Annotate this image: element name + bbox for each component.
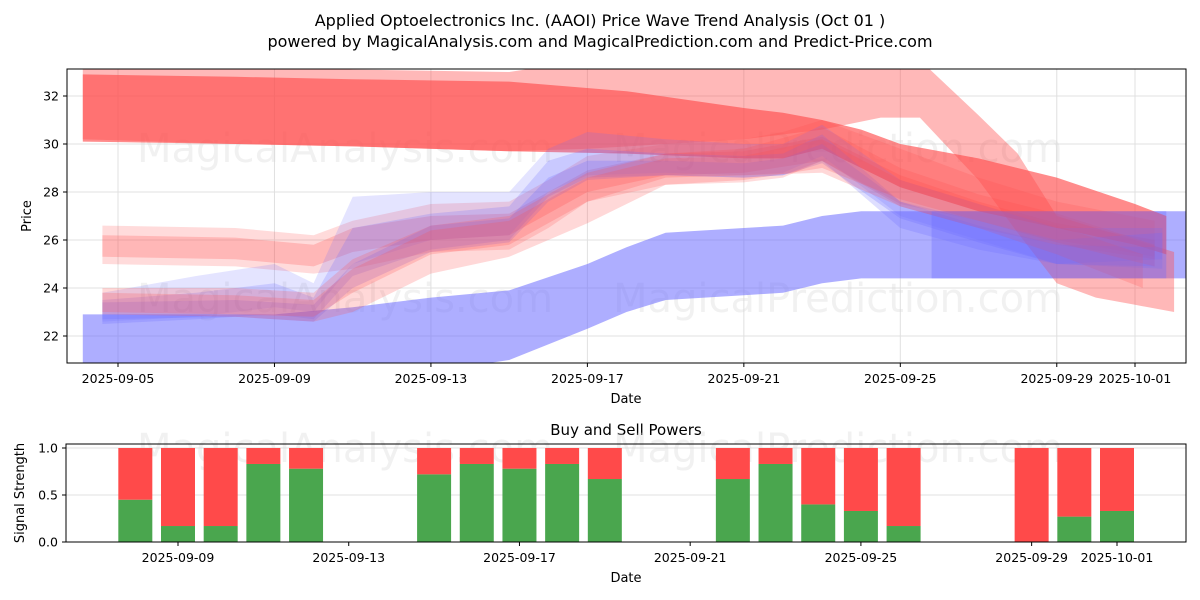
- sell-bar: [801, 448, 836, 505]
- price-x-tick-label: 2025-09-17: [551, 371, 624, 386]
- chart-subtitle: powered by MagicalAnalysis.com and Magic…: [267, 32, 932, 51]
- buy-sell-x-tick-label: 2025-09-13: [312, 550, 385, 565]
- sell-bar: [545, 448, 580, 464]
- price-x-tick-label: 2025-10-01: [1099, 371, 1172, 386]
- red-mid-band-2: [102, 139, 1143, 317]
- pink-upper-mid-band: [102, 120, 1155, 274]
- buy-sell-watermarks: MagicalAnalysis.com MagicalPrediction.co…: [137, 426, 1063, 472]
- red-top-band: [82, 74, 1167, 255]
- sell-bar: [1057, 448, 1092, 517]
- sell-bar: [118, 448, 153, 500]
- buy-sell-x-tick-label: 2025-09-29: [995, 550, 1068, 565]
- buy-sell-x-label: Date: [610, 571, 641, 586]
- buy-sell-x-ticks: 2025-09-09 2025-09-13 2025-09-17 2025-09-21…: [142, 542, 1154, 565]
- price-x-ticks: 2025-09-05 2025-09-09 2025-09-13 2025-09-17…: [82, 363, 1172, 386]
- buy-sell-chart: Buy and Sell Powers MagicalAnalysis.com …: [13, 421, 1187, 586]
- buy-sell-axes-frame: [65, 443, 1187, 543]
- buy-sell-y-ticks: 0.0 0.5 1.0: [38, 441, 66, 550]
- buy-sell-title: Buy and Sell Powers: [550, 421, 702, 439]
- sell-bar: [843, 448, 878, 511]
- price-x-tick-label: 2025-09-29: [1020, 371, 1093, 386]
- sell-bar: [417, 448, 452, 475]
- buy-sell-x-tick-label: 2025-09-17: [483, 550, 556, 565]
- buy-bar: [1057, 516, 1092, 542]
- sell-bar: [758, 448, 793, 464]
- price-wave-chart: MagicalAnalysis.com MagicalPrediction.co…: [20, 68, 1187, 407]
- buy-sell-x-tick-label: 2025-09-21: [654, 550, 727, 565]
- sell-bar: [1100, 448, 1134, 511]
- sell-bar: [587, 448, 622, 480]
- price-y-tick-label: 28: [43, 185, 59, 200]
- price-y-tick-label: 32: [43, 89, 59, 104]
- buy-bar: [1100, 510, 1134, 542]
- blue-end-box: [931, 211, 1167, 279]
- buy-sell-x-tick-label: 2025-10-01: [1081, 550, 1154, 565]
- buy-bar: [203, 526, 238, 542]
- buy-bar: [886, 526, 921, 542]
- price-y-tick-label: 30: [43, 137, 59, 152]
- buy-bar: [715, 479, 750, 542]
- price-y-tick-label: 22: [43, 329, 59, 344]
- sell-bar: [1014, 448, 1049, 542]
- buy-sell-y-tick-label: 0.0: [38, 535, 58, 550]
- buy-bar: [118, 499, 153, 542]
- sell-bar: [715, 448, 750, 480]
- blue-base-band: [82, 211, 1186, 363]
- buy-bar: [459, 463, 494, 542]
- blue-mid-band-1: [102, 124, 1163, 322]
- sell-bar: [203, 448, 238, 527]
- price-x-tick-label: 2025-09-25: [864, 371, 937, 386]
- buy-bar: [801, 504, 836, 542]
- price-y-ticks: 22 24 26 28 30 32: [43, 89, 67, 344]
- buy-bar: [502, 468, 537, 542]
- price-bands: [82, 69, 1186, 363]
- buy-sell-x-tick-label: 2025-09-09: [142, 550, 215, 565]
- buy-bar: [758, 463, 793, 542]
- buy-sell-y-label: Signal Strength: [13, 443, 28, 543]
- price-axes-frame: [66, 68, 1187, 364]
- price-y-tick-label: 24: [43, 281, 59, 296]
- sell-bar: [886, 448, 921, 527]
- price-y-tick-label: 26: [43, 233, 59, 248]
- buy-sell-y-tick-label: 1.0: [38, 441, 58, 456]
- sell-bar: [459, 448, 494, 464]
- sell-bar: [289, 448, 324, 469]
- blue-mid-band-2: [102, 134, 1163, 324]
- buy-sell-bars: [118, 448, 1134, 542]
- price-x-label: Date: [610, 392, 641, 407]
- buy-bar: [289, 468, 324, 542]
- red-wide-band: [82, 69, 1175, 312]
- sell-bar: [161, 448, 195, 527]
- price-y-label: Price: [20, 200, 35, 232]
- buy-bar: [246, 463, 281, 542]
- sell-bar: [502, 448, 537, 469]
- price-x-tick-label: 2025-09-05: [82, 371, 155, 386]
- buy-bar: [417, 474, 452, 542]
- chart-title: Applied Optoelectronics Inc. (AAOI) Pric…: [315, 11, 886, 30]
- buy-sell-y-tick-label: 0.5: [38, 488, 58, 503]
- red-mid-band-1: [102, 127, 1155, 322]
- buy-sell-x-tick-label: 2025-09-25: [825, 550, 898, 565]
- pink-upper-mid-band-2: [102, 136, 1155, 267]
- price-x-tick-label: 2025-09-09: [238, 371, 311, 386]
- price-x-tick-label: 2025-09-13: [395, 371, 468, 386]
- buy-bar: [843, 510, 878, 542]
- buy-bar: [545, 463, 580, 542]
- buy-bar: [161, 526, 195, 542]
- sell-bar: [246, 448, 281, 464]
- purple-mid-band: [102, 144, 1155, 322]
- watermark-prediction-bottom: MagicalPrediction.com: [613, 426, 1063, 472]
- price-x-tick-label: 2025-09-21: [708, 371, 781, 386]
- buy-bar: [587, 479, 622, 542]
